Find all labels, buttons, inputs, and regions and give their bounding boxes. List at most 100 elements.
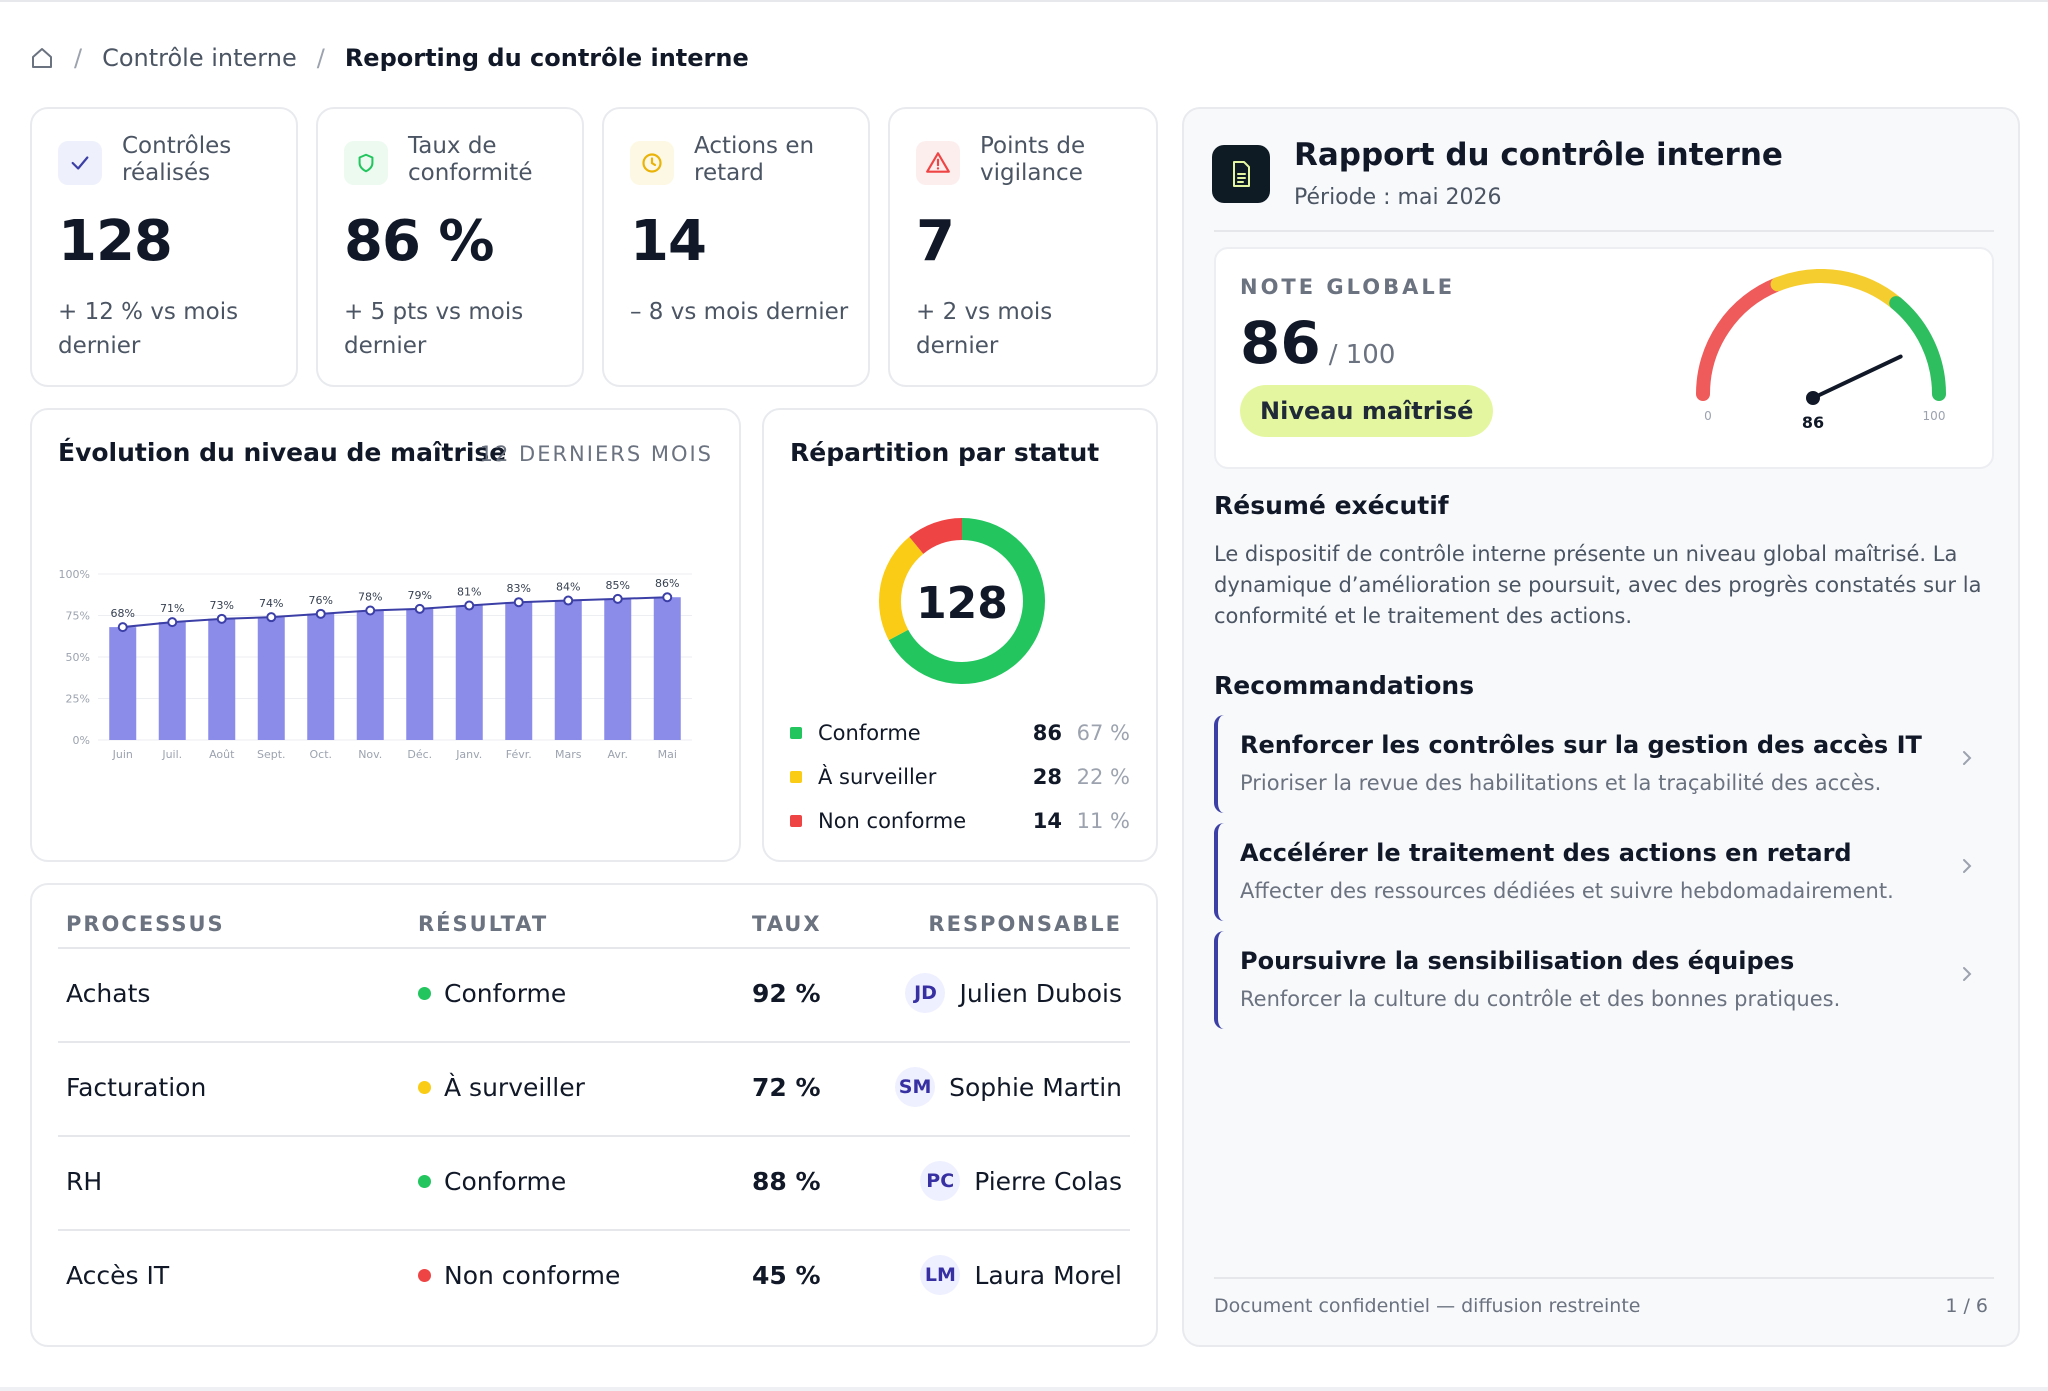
gauge-needle [1811, 354, 1903, 400]
recommendation-subtitle: Renforcer la culture du contrôle et des … [1240, 987, 1841, 1011]
owner-name: Sophie Martin [949, 1072, 1122, 1102]
gauge-pivot [1806, 391, 1820, 405]
y-tick-label: 75% [66, 610, 90, 623]
recommendation-item[interactable]: Renforcer les contrôles sur la gestion d… [1214, 715, 1994, 813]
recommendations-title: Recommandations [1214, 671, 1475, 700]
gauge-value-label: 86 [1802, 413, 1824, 432]
kpi-value: 14 [630, 209, 707, 274]
recommendation-title: Poursuivre la sensibilisation des équipe… [1240, 947, 1795, 975]
rate-value: 92 % [752, 978, 821, 1008]
recommendation-item[interactable]: Accélérer le traitement des actions en r… [1214, 823, 1994, 921]
report-period: Période : mai 2026 [1294, 185, 1502, 210]
shield-icon [344, 141, 388, 185]
header-rate[interactable]: TAUX [752, 912, 822, 936]
process-table-card: PROCESSUS RÉSULTAT TAUX RESPONSABLE Acha… [30, 883, 1158, 1347]
breadcrumb-separator: / [316, 44, 325, 72]
footer-confidential: Document confidentiel — diffusion restre… [1214, 1295, 1641, 1317]
table-row[interactable]: Achats Conforme 92 % JD Julien Dubois [58, 947, 1130, 1039]
gauge-segment [1770, 269, 1904, 311]
data-label: 85% [606, 579, 630, 592]
owner-cell: PC Pierre Colas [920, 1135, 1122, 1227]
breadcrumb-parent[interactable]: Contrôle interne [102, 44, 297, 72]
bar [554, 600, 582, 740]
kpi-value: 86 % [344, 209, 495, 274]
kpi-delta: + 12 % vs mois dernier [58, 299, 239, 359]
x-tick-label: Juin [112, 748, 133, 761]
check-icon [58, 141, 102, 185]
kpi-label: Actions en retard [694, 133, 815, 186]
gauge-min-label: 0 [1704, 409, 1712, 423]
avatar: LM [920, 1255, 961, 1295]
summary-text: Le dispositif de contrôle interne présen… [1214, 542, 1982, 628]
bottom-border [0, 1387, 2048, 1391]
home-icon[interactable] [30, 46, 54, 70]
chevron-right-icon [1960, 747, 1974, 773]
result-cell: À surveiller [418, 1041, 585, 1133]
owner-cell: LM Laura Morel [920, 1229, 1122, 1321]
bar [406, 608, 434, 740]
x-tick-label: Janv. [455, 748, 482, 761]
result-label: À surveiller [444, 1072, 585, 1102]
donut-total: 128 [916, 578, 1008, 629]
report-title: Rapport du contrôle interne [1294, 137, 1783, 173]
kpi-label: Points de vigilance [980, 133, 1086, 186]
divider [1214, 230, 1994, 232]
header-result[interactable]: RÉSULTAT [418, 912, 549, 936]
x-tick-label: Août [209, 748, 235, 761]
kpi-value: 7 [916, 209, 955, 274]
table-row[interactable]: RH Conforme 88 % PC Pierre Colas [58, 1135, 1130, 1227]
result-cell: Non conforme [418, 1229, 620, 1321]
recommendation-subtitle: Prioriser la revue des habilitations et … [1240, 771, 1882, 795]
bar [455, 605, 483, 740]
x-tick-label: Avr. [608, 748, 628, 761]
kpi-delta: – 8 vs mois dernier [630, 299, 849, 325]
trend-point [662, 592, 673, 603]
table-row[interactable]: Facturation À surveiller 72 % SM Sophie M… [58, 1041, 1130, 1133]
status-dot [418, 1174, 431, 1188]
status-row-surveiller: À surveiller 28 22 % [790, 762, 1130, 792]
report-panel: Rapport du contrôle interne Période : ma… [1182, 107, 2020, 1347]
kpi-value: 128 [58, 209, 173, 274]
trend-point [315, 608, 326, 619]
y-tick-label: 50% [66, 651, 90, 664]
legend-swatch [790, 771, 802, 783]
header-owner[interactable]: RESPONSABLE [928, 912, 1122, 936]
y-tick-label: 25% [66, 693, 90, 706]
x-tick-label: Sept. [257, 748, 286, 761]
summary-title: Résumé exécutif [1214, 491, 1449, 520]
owner-name: Pierre Colas [974, 1166, 1122, 1196]
status-donut [879, 518, 1045, 684]
period-tag: 12 DERNIERS MOIS [479, 442, 713, 466]
kpi-label: Taux de conformité [408, 133, 533, 186]
bar [109, 627, 137, 740]
document-icon [1212, 145, 1270, 203]
evolution-title: Évolution du niveau de maîtrise [58, 438, 507, 467]
legend-swatch [790, 727, 802, 739]
donut-segment [909, 518, 963, 555]
status-dot [418, 986, 431, 1000]
data-label: 73% [210, 599, 234, 612]
divider [58, 1041, 1130, 1043]
avatar: JD [905, 973, 946, 1013]
bar [307, 613, 335, 740]
level-badge: Niveau maîtrisé [1240, 385, 1494, 437]
table-row[interactable]: Accès IT Non conforme 45 % LM Laura Morel [58, 1229, 1130, 1321]
x-tick-label: Déc. [407, 748, 432, 761]
trend-point [216, 613, 227, 624]
header-process[interactable]: PROCESSUS [66, 912, 225, 936]
breadcrumb-separator: / [74, 44, 83, 72]
result-label: Conforme [444, 978, 567, 1008]
status-count: 14 [1032, 809, 1062, 833]
result-label: Non conforme [444, 1260, 621, 1290]
data-label: 74% [259, 597, 283, 610]
trend-point [167, 617, 178, 628]
result-label: Conforme [444, 1166, 567, 1196]
process-name: RH [66, 1166, 103, 1196]
avatar: SM [895, 1067, 936, 1107]
evolution-chart: 0% 25% 50% 75% 100% Juin Juil. Août Sept. Oct. Nov… [59, 568, 692, 761]
data-label: 84% [556, 581, 580, 594]
status-card: Répartition par statut 128 Conforme 86 6… [762, 408, 1158, 862]
warning-icon [916, 141, 960, 185]
recommendation-item[interactable]: Poursuivre la sensibilisation des équipe… [1214, 931, 1994, 1029]
kpi-card-compliance: Taux de conformité 86 % + 5 pts vs mois … [316, 107, 584, 387]
